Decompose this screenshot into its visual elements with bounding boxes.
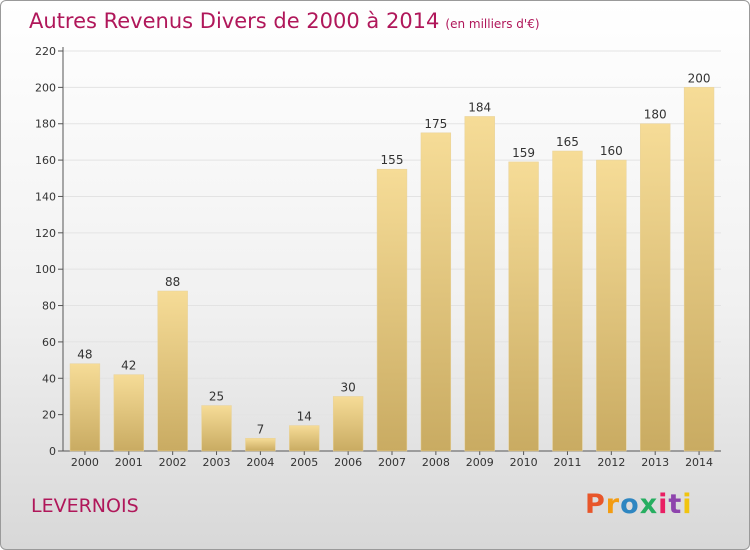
bar-value-label: 180 bbox=[644, 108, 667, 122]
logo-letter: x bbox=[639, 489, 659, 520]
bar bbox=[113, 374, 144, 452]
bar-value-label: 48 bbox=[77, 348, 92, 362]
bars bbox=[69, 87, 715, 452]
x-tick-label: 2000 bbox=[71, 456, 99, 469]
bar-value-label: 88 bbox=[165, 275, 180, 289]
logo-letter: r bbox=[605, 489, 621, 520]
x-tick-label: 2014 bbox=[685, 456, 713, 469]
title-text: Autres Revenus Divers de 2000 à 2014 bbox=[29, 9, 440, 33]
logo-letter: o bbox=[620, 489, 640, 520]
bar bbox=[508, 161, 539, 452]
bar bbox=[683, 87, 715, 452]
logo-letter: t bbox=[668, 489, 683, 520]
x-tick-label: 2011 bbox=[553, 456, 581, 469]
y-tick-label: 200 bbox=[35, 81, 56, 94]
bar-value-label: 30 bbox=[340, 380, 355, 394]
bar-value-label: 7 bbox=[257, 422, 265, 436]
y-tick-label: 20 bbox=[42, 409, 56, 422]
proxiti-logo: Proxiti bbox=[585, 489, 693, 520]
x-tick-label: 2004 bbox=[246, 456, 274, 469]
logo-letter: P bbox=[585, 489, 606, 520]
x-tick-label: 2009 bbox=[466, 456, 494, 469]
x-tick-label: 2012 bbox=[597, 456, 625, 469]
y-tick-label: 100 bbox=[35, 263, 56, 276]
bar bbox=[596, 159, 627, 452]
place-name: LEVERNOIS bbox=[31, 495, 139, 517]
x-tick-label: 2013 bbox=[641, 456, 669, 469]
bar-value-label: 155 bbox=[381, 153, 404, 167]
x-tick-label: 2003 bbox=[203, 456, 231, 469]
bar bbox=[245, 438, 276, 452]
y-tick-label: 0 bbox=[49, 445, 56, 458]
bar-value-label: 159 bbox=[512, 146, 535, 160]
x-tick-label: 2005 bbox=[290, 456, 318, 469]
bar bbox=[420, 132, 452, 452]
bar bbox=[552, 150, 583, 452]
bar bbox=[289, 425, 320, 452]
logo-letter: i bbox=[682, 489, 693, 520]
y-tick-label: 120 bbox=[35, 227, 56, 240]
bar-value-label: 175 bbox=[424, 117, 447, 131]
bar-value-label: 160 bbox=[600, 144, 623, 158]
bar-value-label: 200 bbox=[688, 71, 711, 85]
y-tick-label: 220 bbox=[35, 45, 56, 58]
bar bbox=[464, 116, 495, 452]
bar bbox=[640, 123, 671, 452]
y-tick-label: 40 bbox=[42, 372, 56, 385]
bar bbox=[69, 363, 101, 452]
logo-letter: i bbox=[658, 489, 669, 520]
x-tick-label: 2008 bbox=[422, 456, 450, 469]
bar-value-label: 184 bbox=[468, 100, 491, 114]
bar bbox=[376, 168, 408, 452]
y-tick-label: 160 bbox=[35, 154, 56, 167]
y-tick-label: 140 bbox=[35, 190, 56, 203]
x-tick-label: 2001 bbox=[115, 456, 143, 469]
bar-value-label: 14 bbox=[297, 410, 312, 424]
labels: 0 20 40 60 80 100 120 140 160 180 200 220 48 2000 42 20… bbox=[35, 45, 713, 469]
bar bbox=[201, 405, 232, 452]
bar-value-label: 165 bbox=[556, 135, 579, 149]
chart-title: Autres Revenus Divers de 2000 à 2014 (en … bbox=[29, 9, 540, 33]
x-tick-label: 2010 bbox=[510, 456, 538, 469]
subtitle-text: (en milliers d'€) bbox=[445, 17, 540, 31]
x-tick-label: 2002 bbox=[159, 456, 187, 469]
y-tick-label: 180 bbox=[35, 118, 56, 131]
bar bbox=[157, 290, 188, 452]
y-tick-label: 60 bbox=[42, 336, 56, 349]
x-tick-label: 2007 bbox=[378, 456, 406, 469]
bar-value-label: 42 bbox=[121, 359, 136, 373]
bar-value-label: 25 bbox=[209, 390, 224, 404]
bar bbox=[332, 396, 364, 452]
x-tick-label: 2006 bbox=[334, 456, 362, 469]
y-tick-label: 80 bbox=[42, 300, 56, 313]
